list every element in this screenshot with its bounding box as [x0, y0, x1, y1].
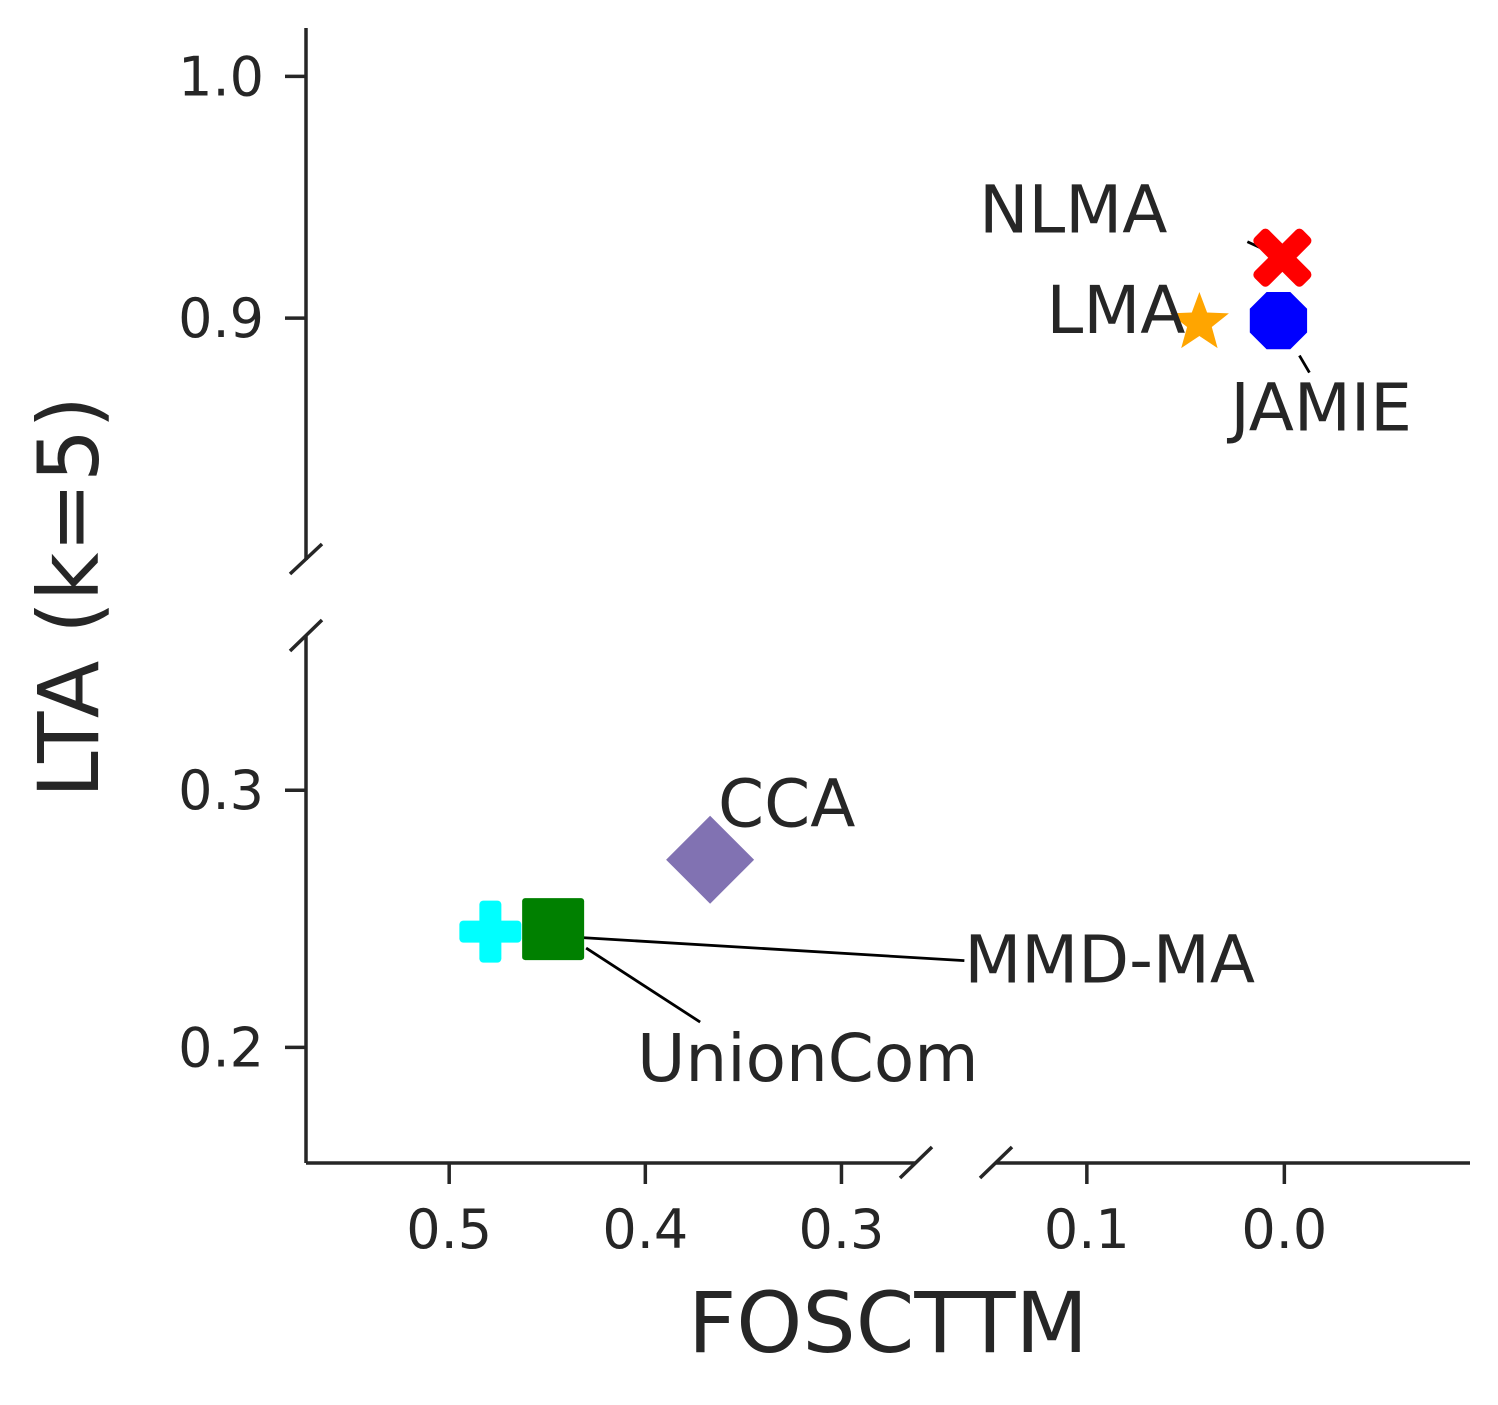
annotations: NLMA LMA JAMIE CCA MMD-MA UnionCom — [637, 172, 1412, 1097]
y-tick-label: 1.0 — [178, 45, 264, 108]
y-tick-label: 0.9 — [178, 287, 264, 350]
jamie-leader-line — [1298, 354, 1311, 374]
x-axis-label: FOSCTTM — [688, 1274, 1088, 1372]
x-break-mark-left — [898, 1145, 934, 1180]
mmd-ma-leader-line — [532, 933, 965, 963]
lma-marker — [1169, 292, 1229, 349]
nlma-marker-bar-v — [1253, 228, 1312, 287]
unioncom-leader-line — [585, 946, 701, 1024]
y-tick-label: 0.2 — [178, 1016, 264, 1079]
y-axis-label: LTA (k=5) — [20, 396, 118, 798]
x-tick-label: 0.5 — [406, 1198, 492, 1261]
unioncom-label: UnionCom — [637, 1020, 978, 1097]
leader-lines — [532, 240, 1311, 1024]
nlma-marker — [1253, 228, 1312, 287]
cca-label: CCA — [718, 766, 855, 843]
nlma-label: NLMA — [979, 172, 1167, 249]
lma-label: LMA — [1047, 272, 1186, 349]
x-break-mark-right — [978, 1145, 1014, 1180]
y-break-mark-lower — [288, 618, 324, 653]
mmd-ma-label: MMD-MA — [964, 922, 1255, 999]
x-ticks: 0.5 0.4 0.3 0.1 0.0 — [406, 1163, 1327, 1261]
x-tick-label: 0.1 — [1044, 1198, 1130, 1261]
jamie-label: JAMIE — [1226, 370, 1412, 447]
x-tick-label: 0.4 — [602, 1198, 688, 1261]
jamie-marker — [1249, 292, 1308, 350]
y-break-mark-upper — [288, 542, 324, 576]
x-tick-label: 0.0 — [1241, 1198, 1327, 1261]
mmd-ma-marker — [459, 900, 522, 963]
y-ticks: 1.0 0.9 0.3 0.2 — [178, 45, 306, 1079]
x-tick-label: 0.3 — [799, 1198, 885, 1261]
cca-marker — [666, 815, 755, 904]
y-tick-label: 0.3 — [178, 759, 264, 822]
mmd-ma-marker-bar-v — [479, 900, 502, 963]
markers — [459, 228, 1312, 963]
unioncom-marker — [522, 898, 585, 961]
